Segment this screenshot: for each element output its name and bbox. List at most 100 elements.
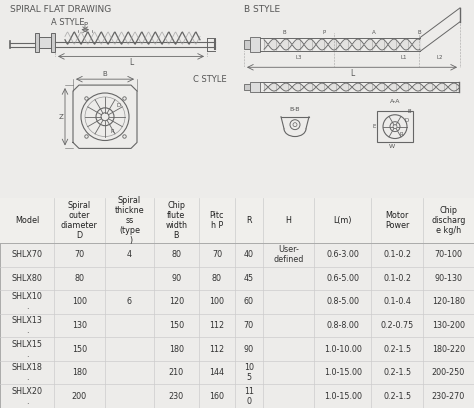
Text: 1.0-15.00: 1.0-15.00 — [324, 368, 362, 377]
Text: 160: 160 — [210, 392, 225, 401]
Text: Pitc
h P: Pitc h P — [210, 211, 224, 230]
Text: SHLX10
.: SHLX10 . — [11, 293, 42, 311]
Text: Spiral
outer
diameter
D: Spiral outer diameter D — [61, 201, 98, 240]
Bar — [377, 111, 413, 142]
Text: L1: L1 — [401, 55, 407, 60]
Text: L: L — [350, 69, 354, 78]
Text: B: B — [408, 109, 411, 114]
Text: A STYLE: A STYLE — [51, 18, 85, 27]
Text: D: D — [405, 118, 409, 123]
Text: 0.2-1.5: 0.2-1.5 — [383, 392, 411, 401]
Text: B: B — [103, 71, 108, 77]
Text: 180: 180 — [72, 368, 87, 377]
Text: 70: 70 — [74, 251, 84, 259]
Text: SHLX80: SHLX80 — [11, 274, 42, 283]
Text: 200-250: 200-250 — [432, 368, 465, 377]
Text: L2: L2 — [437, 55, 443, 60]
Text: 80: 80 — [74, 274, 84, 283]
Text: 0.8-5.00: 0.8-5.00 — [326, 297, 359, 306]
Text: 90-130: 90-130 — [434, 274, 462, 283]
Text: Chip
flute
width
B: Chip flute width B — [165, 201, 187, 240]
Text: P: P — [322, 30, 326, 35]
Text: A: A — [372, 30, 376, 35]
Text: R: R — [111, 129, 115, 133]
Text: 230-270: 230-270 — [432, 392, 465, 401]
Text: D: D — [117, 103, 121, 108]
Text: SHLX18
.: SHLX18 . — [11, 363, 42, 382]
Text: 144: 144 — [210, 368, 225, 377]
Bar — [51, 33, 55, 53]
Text: 0.1-0.2: 0.1-0.2 — [383, 251, 411, 259]
Text: SHLX70: SHLX70 — [11, 251, 42, 259]
Text: 45: 45 — [244, 274, 254, 283]
Text: 150: 150 — [72, 345, 87, 354]
Text: 90: 90 — [171, 274, 182, 283]
Text: E: E — [373, 124, 376, 129]
Bar — [250, 82, 260, 92]
Text: 120-180: 120-180 — [432, 297, 465, 306]
Text: R: R — [246, 216, 252, 225]
Text: Chip
discharg
e kg/h: Chip discharg e kg/h — [431, 206, 465, 235]
Text: 70: 70 — [244, 321, 254, 330]
Text: W: W — [389, 144, 395, 149]
Text: 1.0-15.00: 1.0-15.00 — [324, 392, 362, 401]
Text: 6: 6 — [127, 297, 132, 306]
Text: SHLX13
.: SHLX13 . — [11, 316, 42, 335]
Text: 90: 90 — [244, 345, 254, 354]
Text: 40: 40 — [244, 251, 254, 259]
Text: C STYLE: C STYLE — [193, 75, 227, 84]
Text: H: H — [285, 216, 291, 225]
Text: SPIRAL FLAT DRAWING: SPIRAL FLAT DRAWING — [10, 5, 111, 14]
Bar — [250, 37, 260, 53]
Bar — [0, 198, 474, 243]
Text: 200: 200 — [72, 392, 87, 401]
Text: 1.0-10.00: 1.0-10.00 — [324, 345, 362, 354]
Text: B: B — [282, 30, 286, 35]
Text: Motor
Power: Motor Power — [385, 211, 409, 230]
Text: 112: 112 — [210, 345, 225, 354]
Text: 130-200: 130-200 — [432, 321, 465, 330]
Text: 0.6-3.00: 0.6-3.00 — [326, 251, 359, 259]
Text: L3: L3 — [296, 55, 302, 60]
Text: 112: 112 — [210, 321, 225, 330]
Text: Z: Z — [59, 114, 64, 120]
Text: 0.8-8.00: 0.8-8.00 — [326, 321, 359, 330]
Text: 210: 210 — [169, 368, 184, 377]
Text: 180: 180 — [169, 345, 184, 354]
Text: 80: 80 — [212, 274, 222, 283]
Text: 0.1-0.2: 0.1-0.2 — [383, 274, 411, 283]
Text: 130: 130 — [72, 321, 87, 330]
Text: 230: 230 — [169, 392, 184, 401]
Text: 100: 100 — [72, 297, 87, 306]
Text: 120: 120 — [169, 297, 184, 306]
Text: 80: 80 — [171, 251, 182, 259]
Text: L(m): L(m) — [333, 216, 352, 225]
Text: P: P — [83, 22, 87, 28]
Text: 100: 100 — [210, 297, 225, 306]
Text: 180-220: 180-220 — [432, 345, 465, 354]
Text: 0.1-0.4: 0.1-0.4 — [383, 297, 411, 306]
Text: 11
0: 11 0 — [244, 387, 254, 406]
Text: B-B: B-B — [290, 107, 300, 112]
Text: 0.2-1.5: 0.2-1.5 — [383, 368, 411, 377]
Text: R: R — [400, 131, 404, 137]
Text: 70-100: 70-100 — [434, 251, 462, 259]
Bar — [39, 37, 51, 49]
Text: 10
5: 10 5 — [244, 363, 254, 382]
Text: 4: 4 — [127, 251, 132, 259]
Text: Spiral
thickne
ss
(type
  ): Spiral thickne ss (type ) — [115, 196, 144, 245]
Bar — [244, 84, 250, 90]
Text: 0.6-5.00: 0.6-5.00 — [326, 274, 359, 283]
Text: L: L — [129, 58, 133, 67]
Text: Model: Model — [15, 216, 39, 225]
Text: 0.2-0.75: 0.2-0.75 — [381, 321, 414, 330]
Text: 150: 150 — [169, 321, 184, 330]
Text: 60: 60 — [244, 297, 254, 306]
Text: SHLX20
.: SHLX20 . — [11, 387, 42, 406]
Text: B: B — [417, 30, 421, 35]
Text: B STYLE: B STYLE — [244, 5, 280, 14]
Text: 70: 70 — [212, 251, 222, 259]
Text: User-
defined: User- defined — [273, 245, 303, 264]
Text: A-A: A-A — [390, 99, 400, 104]
Bar — [244, 40, 250, 49]
